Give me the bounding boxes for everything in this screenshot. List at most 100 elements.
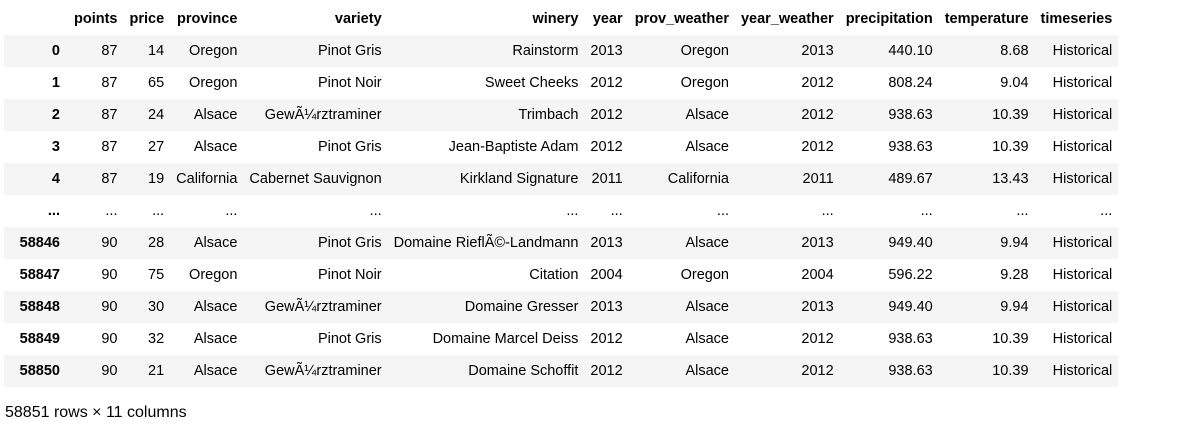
table-cell: Oregon — [680, 75, 729, 91]
column-header: price — [123, 2, 171, 35]
table-row: 58848 90 30 Alsace GewÃ¼rztraminer Domaine Gr… — [4, 291, 1119, 323]
table-cell: 87 — [101, 75, 118, 91]
table-cell: Historical — [1052, 267, 1113, 283]
column-header: winery — [387, 2, 585, 35]
table-cell: 2012 — [590, 107, 623, 123]
table-cell: 32 — [148, 331, 165, 347]
table-cell: 90 — [101, 299, 118, 315]
table-cell: 10.39 — [992, 331, 1029, 347]
table-cell: 2013 — [590, 299, 623, 315]
column-header: points — [68, 2, 124, 35]
table-cell: 2012 — [801, 363, 834, 379]
table-cell: 808.24 — [888, 75, 933, 91]
table-cell: 2011 — [802, 171, 834, 187]
table-cell: Jean-Baptiste Adam — [448, 139, 579, 155]
table-cell: 440.10 — [888, 43, 933, 59]
table-cell: ... — [369, 203, 382, 219]
table-row: .................................... — [4, 195, 1119, 227]
table-cell: 87 — [101, 139, 118, 155]
table-cell: 10.39 — [992, 107, 1029, 123]
table-row: 1 87 65 Oregon Pinot Noir Sweet Cheeks 2012 Ore… — [4, 67, 1119, 99]
table-cell: ... — [105, 203, 118, 219]
table-cell: 938.63 — [888, 363, 933, 379]
table-cell: 2004 — [590, 267, 623, 283]
table-cell: 2012 — [801, 139, 834, 155]
table-cell: 8.68 — [1000, 43, 1029, 59]
table-cell: Domaine Gresser — [464, 299, 579, 315]
column-header: year_weather — [734, 2, 840, 35]
table-cell: Historical — [1052, 139, 1113, 155]
table-cell: Alsace — [685, 139, 729, 155]
table-cell: 9.94 — [1000, 299, 1029, 315]
table-cell: GewÃ¼rztraminer — [264, 107, 382, 123]
table-cell: 90 — [101, 363, 118, 379]
table-cell: 10.39 — [992, 139, 1029, 155]
row-index: 58848 — [19, 299, 60, 315]
table-cell: Alsace — [193, 235, 238, 251]
table-cell: Historical — [1052, 107, 1113, 123]
table-cell: 949.40 — [888, 299, 933, 315]
table-cell: Historical — [1052, 363, 1113, 379]
table-cell: 596.22 — [888, 267, 933, 283]
table-cell: Alsace — [685, 363, 729, 379]
table-cell: 9.04 — [1000, 75, 1029, 91]
table-cell: ... — [566, 203, 579, 219]
table-body: 0 87 14 Oregon Pinot Gris Rainstorm 2013 Oregon… — [4, 35, 1119, 387]
table-row: 58849 90 32 Alsace Pinot Gris Domaine Marcel … — [4, 323, 1119, 355]
table-cell: 489.67 — [888, 171, 933, 187]
table-cell: 75 — [148, 267, 165, 283]
table-cell: 938.63 — [888, 139, 933, 155]
table-cell: Pinot Noir — [317, 267, 382, 283]
table-cell: 2012 — [801, 331, 834, 347]
table-cell: 14 — [148, 43, 165, 59]
table-cell: Alsace — [685, 299, 729, 315]
table-cell: Historical — [1052, 299, 1113, 315]
table-cell: Alsace — [685, 331, 729, 347]
table-cell: Oregon — [189, 267, 238, 283]
table-cell: 2012 — [801, 75, 834, 91]
table-cell: ... — [610, 203, 623, 219]
table-cell: 2011 — [591, 171, 623, 187]
table-row: 58850 90 21 Alsace GewÃ¼rztraminer Domaine Sc… — [4, 355, 1119, 387]
row-index: ... — [47, 203, 60, 219]
table-cell: 65 — [148, 75, 165, 91]
table-cell: ... — [821, 203, 834, 219]
table-cell: Citation — [529, 267, 579, 283]
row-index: 3 — [51, 139, 60, 155]
table-cell: 2012 — [590, 139, 623, 155]
table-row: 4 87 19 California Cabernet Sauvignon Kirklan… — [4, 163, 1119, 195]
row-index: 2 — [51, 107, 60, 123]
row-index: 58847 — [19, 267, 60, 283]
table-cell: ... — [920, 203, 933, 219]
table-cell: 2012 — [590, 363, 623, 379]
table-cell: 30 — [148, 299, 165, 315]
table-cell: 90 — [101, 235, 118, 251]
table-cell: 2013 — [801, 235, 834, 251]
table-cell: GewÃ¼rztraminer — [264, 299, 382, 315]
table-cell: 2013 — [590, 43, 623, 59]
table-cell: 24 — [148, 107, 165, 123]
table-cell: Pinot Gris — [317, 139, 382, 155]
table-cell: Alsace — [193, 299, 238, 315]
table-cell: Oregon — [680, 43, 729, 59]
table-cell: Trimbach — [518, 107, 579, 123]
table-cell: Alsace — [193, 363, 238, 379]
header-row: points price province variety winery year prov… — [4, 2, 1119, 35]
table-cell: 938.63 — [888, 107, 933, 123]
table-cell: 2013 — [801, 299, 834, 315]
table-cell: Domaine Marcel Deiss — [432, 331, 579, 347]
column-header: temperature — [938, 2, 1035, 35]
table-cell: Pinot Noir — [317, 75, 382, 91]
column-header: timeseries — [1034, 2, 1119, 35]
table-cell: ... — [225, 203, 238, 219]
table-cell: ... — [1100, 203, 1113, 219]
table-cell: 19 — [148, 171, 165, 187]
table-cell: 2012 — [801, 107, 834, 123]
table-cell: Pinot Gris — [317, 43, 382, 59]
table-cell: ... — [716, 203, 729, 219]
table-cell: Oregon — [680, 267, 729, 283]
column-header: year — [584, 2, 629, 35]
row-index: 0 — [51, 43, 60, 59]
table-row: 0 87 14 Oregon Pinot Gris Rainstorm 2013 Oregon… — [4, 35, 1119, 67]
